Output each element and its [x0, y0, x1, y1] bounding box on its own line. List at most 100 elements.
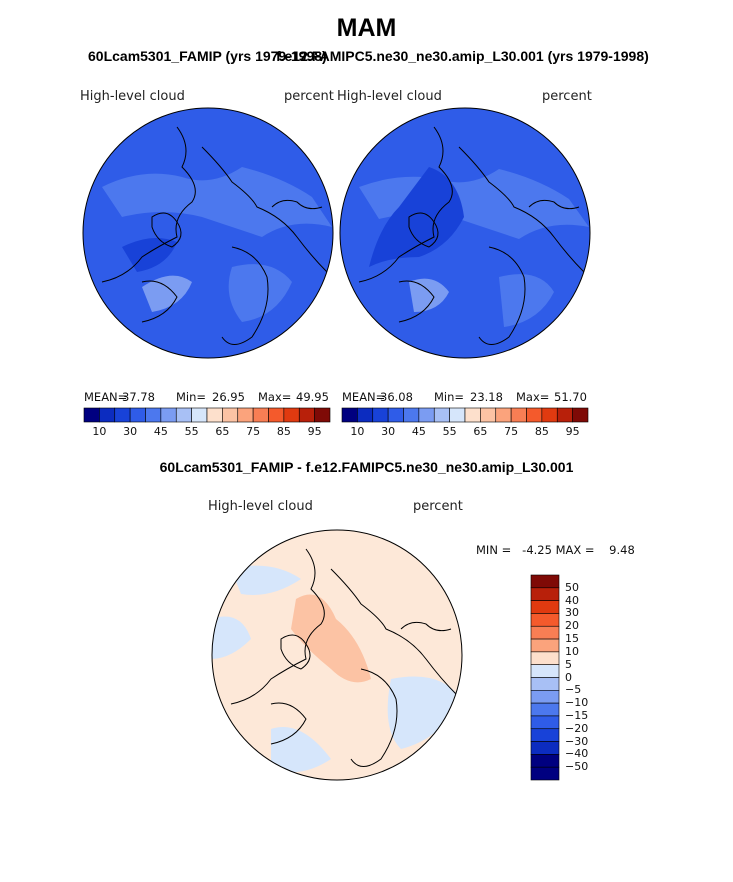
difference-colorbar-swatch [530, 664, 560, 678]
difference-colorbar-tick-label: −20 [565, 721, 589, 735]
season-title: MAM [336, 14, 397, 42]
right-colorbar-tick-label: 75 [504, 425, 519, 438]
left-variable-label: High-level cloud [80, 89, 185, 104]
difference-colorbar-swatch [530, 600, 560, 614]
left-colorbar-tick-label: 10 [92, 425, 107, 438]
left-colorbar-swatch [252, 407, 269, 423]
left-colorbar-swatch [160, 407, 177, 423]
right-colorbar-swatch [403, 407, 420, 423]
right-colorbar-tick-label: 45 [411, 425, 426, 438]
left-colorbar-swatch [175, 407, 192, 423]
right-colorbar-swatch [480, 407, 497, 423]
right-colorbar-swatch [541, 407, 558, 423]
difference-colorbar-swatch [530, 690, 560, 704]
difference-colorbar-tick-label: 10 [565, 644, 579, 658]
right-colorbar-tick-label: 55 [442, 425, 457, 438]
left-mean-label: MEAN= [84, 390, 128, 404]
right-colorbar-swatch [372, 407, 389, 423]
right-case-title: f.e12.FAMIPC5.ne30_ne30.amip_L30.001 (yr… [276, 48, 649, 64]
right-colorbar-tick-label: 65 [473, 425, 488, 438]
difference-colorbar-swatch [530, 754, 560, 768]
right-colorbar-swatch [387, 407, 404, 423]
left-max-label: Max= [258, 390, 292, 404]
difference-colorbar-swatch [530, 677, 560, 691]
right-min-value: 23.18 [470, 390, 503, 404]
right-mean-label: MEAN= [342, 390, 386, 404]
right-colorbar-tick-label: 95 [565, 425, 580, 438]
difference-title: 60Lcam5301_FAMIP - f.e12.FAMIPC5.ne30_ne… [159, 459, 574, 475]
left-colorbar-tick-label: 65 [215, 425, 230, 438]
left-colorbar-swatch [222, 407, 239, 423]
left-colorbar-swatch [191, 407, 208, 423]
difference-colorbar-swatch [530, 587, 560, 601]
left-colorbar-swatch [314, 407, 331, 423]
left-max-value: 49.95 [296, 390, 329, 404]
left-colorbar-swatch [145, 407, 162, 423]
left-mean-value: 37.78 [122, 390, 155, 404]
right-colorbar-swatch [341, 407, 358, 423]
difference-colorbar-swatch [530, 574, 560, 589]
left-map-fill [83, 108, 333, 358]
left-colorbar-tick-label: 45 [153, 425, 168, 438]
right-variable-label: High-level cloud [337, 89, 442, 104]
difference-colorbar-swatch [530, 766, 560, 781]
difference-colorbar-swatch [530, 728, 560, 742]
right-colorbar-swatch [495, 407, 512, 423]
difference-colorbar-tick-label: −40 [565, 747, 589, 761]
difference-colorbar-swatch [530, 702, 560, 717]
right-colorbar-swatch [418, 407, 435, 423]
left-colorbar-tick-label: 55 [184, 425, 199, 438]
right-colorbar-tick-label: 10 [350, 425, 365, 438]
right-colorbar-swatch [433, 407, 450, 423]
left-colorbar-tick-label: 30 [123, 425, 138, 438]
left-colorbar [83, 407, 331, 423]
difference-colorbar-tick-label: −15 [565, 708, 589, 722]
left-colorbar-swatch [283, 407, 300, 423]
diff-variable-label: High-level cloud [208, 499, 313, 514]
difference-colorbar-tick-label: −10 [565, 696, 589, 710]
diff-units-label: percent [413, 499, 463, 514]
right-min-label: Min= [434, 390, 465, 404]
left-min-label: Min= [176, 390, 207, 404]
left-colorbar-swatch [237, 407, 254, 423]
right-colorbar-swatch [464, 407, 481, 423]
right-colorbar-swatch [526, 407, 543, 423]
right-colorbar-swatch [572, 407, 589, 423]
left-colorbar-swatch [83, 407, 100, 423]
right-units-label: percent [542, 89, 592, 104]
left-colorbar-swatch [206, 407, 223, 423]
left-case-title: 60Lcam5301_FAMIP (yrs 1979-1998) [88, 48, 327, 64]
left-colorbar-swatch [114, 407, 131, 423]
difference-colorbar-swatch [530, 625, 560, 640]
right-polar-map [339, 107, 591, 359]
left-colorbar-tick-label: 95 [307, 425, 322, 438]
difference-polar-map [211, 529, 463, 781]
left-colorbar-tick-label: 75 [246, 425, 261, 438]
right-colorbar [341, 407, 589, 423]
difference-colorbar [530, 574, 560, 781]
left-min-value: 26.95 [212, 390, 245, 404]
left-colorbar-swatch [99, 407, 116, 423]
difference-colorbar-swatch [530, 638, 560, 653]
left-colorbar-swatch [298, 407, 315, 423]
left-polar-map [82, 107, 334, 359]
difference-colorbar-tick-label: 20 [565, 619, 579, 633]
left-colorbar-swatch [268, 407, 285, 423]
difference-colorbar-tick-label: 50 [565, 580, 579, 594]
difference-colorbar-tick-label: 0 [565, 670, 572, 684]
right-colorbar-swatch [510, 407, 527, 423]
difference-colorbar-swatch [530, 715, 560, 730]
diff-minmax-text: MIN = -4.25 MAX = 9.48 [476, 543, 635, 557]
right-mean-value: 36.08 [380, 390, 413, 404]
right-colorbar-swatch [449, 407, 466, 423]
right-colorbar-swatch [357, 407, 374, 423]
difference-colorbar-tick-label: 40 [565, 593, 579, 607]
difference-colorbar-swatch [530, 651, 560, 665]
difference-colorbar-swatch [530, 613, 560, 627]
right-colorbar-tick-label: 30 [381, 425, 396, 438]
right-colorbar-tick-label: 85 [534, 425, 549, 438]
right-max-label: Max= [516, 390, 550, 404]
difference-colorbar-tick-label: −30 [565, 734, 589, 748]
difference-colorbar-tick-label: −5 [565, 683, 582, 697]
right-max-value: 51.70 [554, 390, 587, 404]
